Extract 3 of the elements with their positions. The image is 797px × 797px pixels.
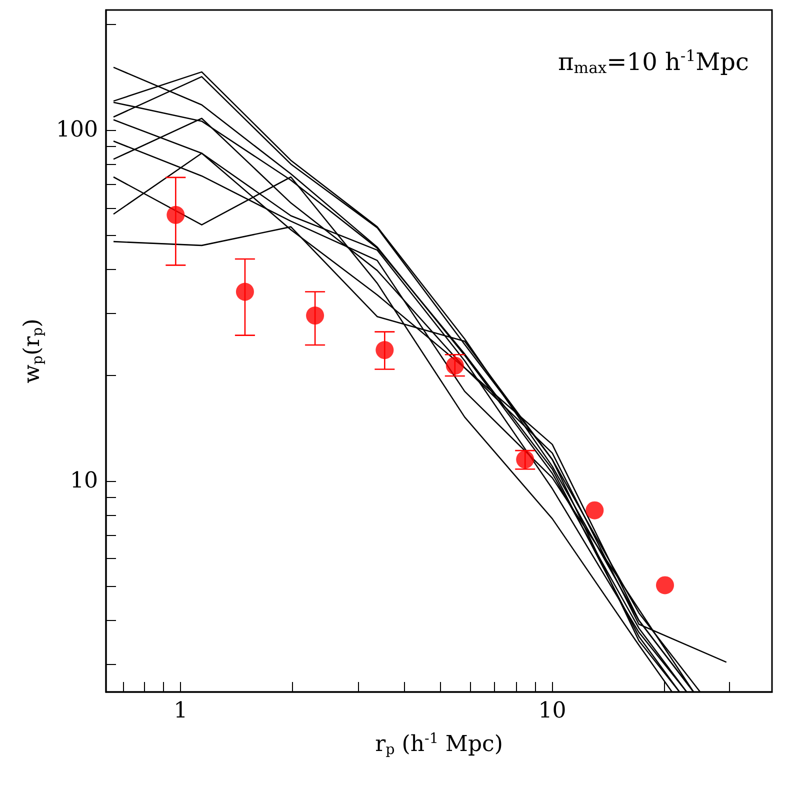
y-tick-label: 100 xyxy=(56,118,98,143)
y-axis-title: wp(rp) xyxy=(20,318,46,384)
x-tick-label: 1 xyxy=(174,698,188,724)
